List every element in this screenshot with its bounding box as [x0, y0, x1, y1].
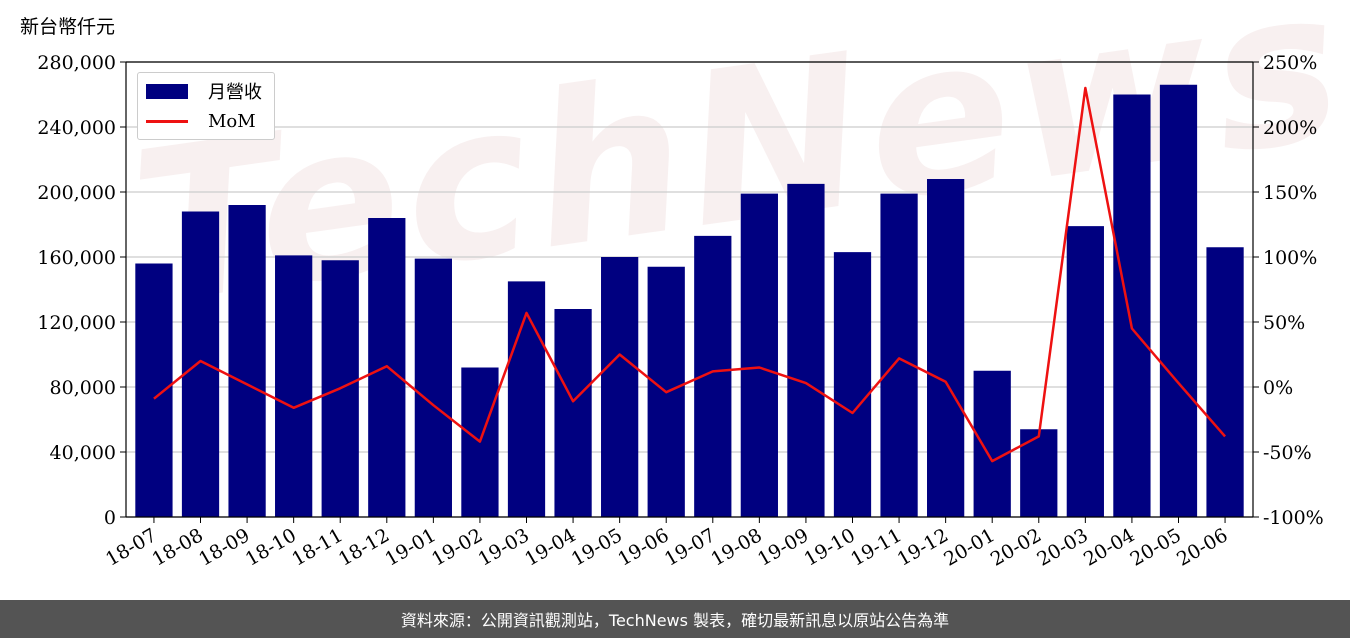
bar-18-10	[275, 255, 313, 517]
x-tick-label: 19-01	[381, 524, 439, 570]
y-right-tick-label: 50%	[1263, 312, 1305, 334]
y-right-tick-label: 250%	[1263, 52, 1317, 74]
bar-19-09	[787, 183, 825, 517]
bar-19-05	[601, 257, 639, 517]
bar-19-10	[833, 252, 872, 517]
y-right-tick-label: -100%	[1263, 507, 1324, 529]
chart-area: TechNews 0 40,000 80,000 120,000 160,000 200,…	[20, 0, 1350, 571]
bar-20-01	[973, 370, 1011, 517]
bar-20-05	[1159, 84, 1198, 517]
x-tick-label: 19-10	[801, 524, 859, 570]
x-tick-label: 18-07	[102, 524, 160, 570]
bar-19-11	[880, 193, 918, 517]
x-tick-label: 20-06	[1173, 524, 1231, 570]
x-tick-label: 19-11	[847, 524, 905, 570]
legend-swatch-line	[146, 119, 188, 123]
x-tick-label: 20-01	[940, 524, 998, 570]
bar-18-07	[135, 263, 173, 517]
x-tick-label: 19-04	[521, 524, 579, 570]
revenue-chart: 0 40,000 80,000 120,000 160,000 200,000 240,00…	[37, 52, 1324, 571]
y-left-tick-label: 0	[104, 507, 116, 529]
y-right-tick-label: 100%	[1263, 247, 1317, 269]
y-right-tick-label: 0%	[1263, 377, 1293, 399]
bar-18-09	[228, 205, 266, 517]
x-tick-label: 18-10	[242, 524, 300, 570]
x-tick-label: 19-12	[894, 524, 952, 570]
x-tick-label: 19-09	[754, 524, 812, 570]
y-left-tick-label: 120,000	[37, 312, 116, 334]
y-left-tick-label: 280,000	[37, 52, 116, 74]
x-tick-label: 19-05	[568, 524, 626, 570]
legend: 月營收 MoM	[137, 72, 275, 140]
y-left-tick-label: 200,000	[37, 182, 116, 204]
x-tick-label: 18-08	[149, 524, 207, 570]
x-tick-label: 18-12	[335, 524, 393, 570]
y-left-tick-label: 240,000	[37, 117, 116, 139]
source-footer: 資料來源：公開資訊觀測站，TechNews 製表，確切最新訊息以原站公告為準	[0, 600, 1350, 638]
bar-20-06	[1206, 247, 1244, 517]
bar-20-03	[1066, 226, 1104, 517]
bar-19-04	[554, 309, 592, 517]
x-tick-label: 20-04	[1080, 524, 1138, 570]
legend-item-revenue: 月營收	[146, 77, 262, 105]
bar-19-08	[740, 193, 778, 517]
mom-line	[153, 86, 1226, 463]
x-tick-label: 20-05	[1127, 524, 1185, 570]
bar-20-04	[1113, 94, 1151, 517]
x-tick-label: 18-09	[195, 524, 253, 570]
x-tick-label: 19-02	[428, 524, 486, 570]
legend-swatch-bar	[146, 83, 188, 99]
y-left-tick-label: 160,000	[37, 247, 116, 269]
bar-19-12	[927, 179, 965, 517]
legend-label-mom: MoM	[208, 110, 256, 132]
x-tick-label: 19-07	[661, 524, 719, 570]
x-tick-label: 19-08	[707, 524, 765, 570]
y-right-tick-label: 200%	[1263, 117, 1317, 139]
x-tick-label: 19-03	[475, 524, 533, 570]
unit-label: 新台幣仟元	[20, 16, 116, 38]
y-right-tick-label: 150%	[1263, 182, 1317, 204]
y-left-tick-label: 40,000	[50, 442, 116, 464]
y-left-tick-label: 80,000	[50, 377, 116, 399]
x-tick-label: 18-11	[288, 524, 346, 570]
bar-19-01	[414, 258, 452, 517]
legend-label-revenue: 月營收	[208, 82, 262, 103]
x-tick-label: 20-02	[987, 524, 1045, 570]
x-tick-label: 19-06	[614, 524, 672, 570]
bar-18-08	[181, 211, 220, 517]
legend-item-mom: MoM	[146, 107, 256, 135]
y-right-tick-label: -50%	[1263, 442, 1312, 464]
bar-19-03	[507, 281, 546, 517]
x-tick-label: 20-03	[1033, 524, 1091, 570]
